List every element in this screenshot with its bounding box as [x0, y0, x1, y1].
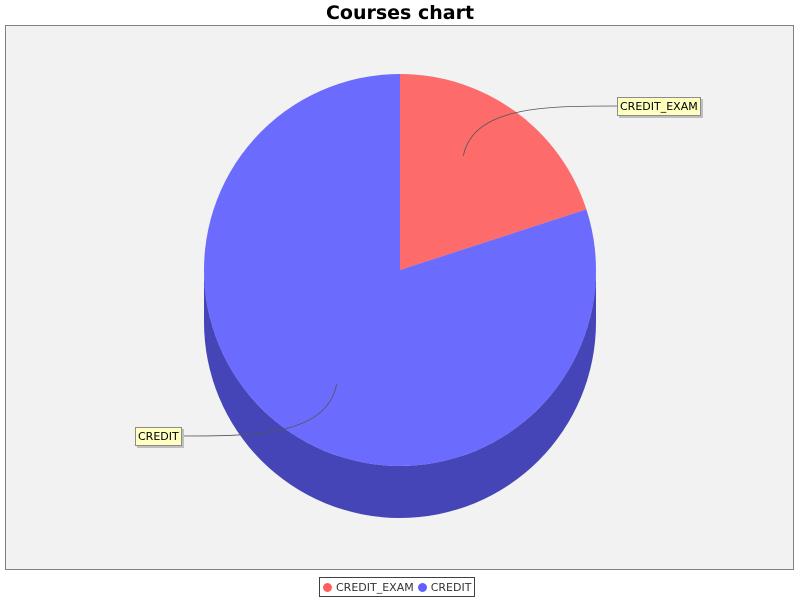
pie-group	[181, 74, 618, 518]
leader-line-credit	[181, 384, 338, 437]
pie-label-credit-exam: CREDIT_EXAM	[617, 97, 701, 116]
legend-item-credit-exam: CREDIT_EXAM	[323, 581, 414, 594]
legend: CREDIT_EXAM CREDIT	[319, 577, 476, 597]
pie-slice-credit-exam[interactable]	[400, 74, 587, 270]
pie-label-credit: CREDIT	[135, 427, 182, 446]
chart-title: Courses chart	[325, 2, 475, 24]
leader-line-credit-exam	[462, 105, 618, 156]
legend-marker-credit-exam	[323, 582, 332, 592]
pie-side-credit	[204, 270, 596, 518]
legend-marker-credit	[417, 582, 427, 592]
legend-label-credit: CREDIT	[430, 580, 472, 594]
legend-item-credit: CREDIT	[417, 580, 472, 594]
pie-slice-credit[interactable]	[204, 74, 597, 466]
legend-label-credit-exam: CREDIT_EXAM	[336, 580, 414, 594]
